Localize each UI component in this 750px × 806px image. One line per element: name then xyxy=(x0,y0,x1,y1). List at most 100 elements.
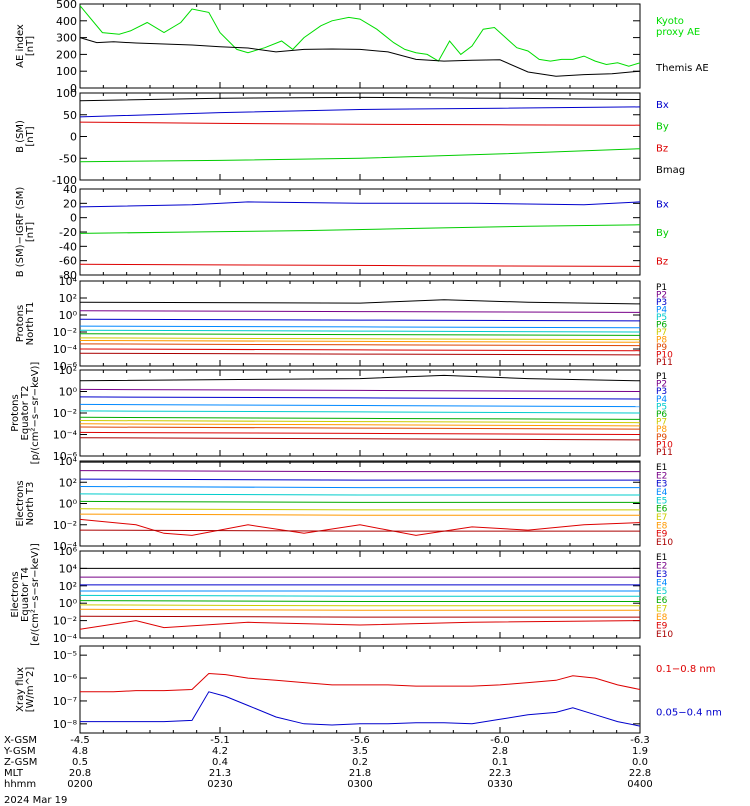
legend-label: P3 xyxy=(656,387,667,397)
series-line xyxy=(79,403,641,408)
legend-label: E4 xyxy=(656,488,668,498)
y-tick-label: 10⁴ xyxy=(59,455,78,468)
series-line xyxy=(79,508,640,511)
legend-label: P6 xyxy=(656,410,667,420)
legend-label: E1 xyxy=(656,553,667,563)
series-line xyxy=(79,437,641,441)
y-tick-label: 10⁻⁷ xyxy=(53,695,77,708)
y-axis-label: ElectronsEquator T4[e/(cm²−s−sr−keV)] xyxy=(10,543,41,646)
legend-label: E10 xyxy=(656,630,673,640)
footer-value: 4.8 xyxy=(72,746,88,757)
series-line xyxy=(79,513,640,516)
legend-label: P11 xyxy=(656,358,673,368)
footer-row-label: hhmm xyxy=(4,779,36,790)
y-axis-label: B (SM)−IGRF (SM)[nT] xyxy=(15,187,36,278)
legend-label: Bz xyxy=(656,143,668,154)
series-line xyxy=(79,106,641,118)
panel-frame xyxy=(79,645,641,734)
legend-label: E6 xyxy=(656,596,668,606)
legend-label: P10 xyxy=(656,440,673,450)
y-tick-label: -50 xyxy=(59,152,77,165)
footer-value: 0200 xyxy=(67,779,92,790)
footer-value: 1.9 xyxy=(632,746,648,757)
series-line xyxy=(79,615,640,618)
y-tick-label: -20 xyxy=(59,226,77,239)
y-axis-label: ElectronsNorth T3 xyxy=(15,480,36,526)
series-line xyxy=(80,672,641,693)
y-axis-label: ProtonsEquator T2[p/(cm²−s−sr−keV)] xyxy=(10,362,41,465)
panel-frame xyxy=(79,3,641,89)
y-tick-label: 10⁶ xyxy=(59,545,78,558)
footer-value: 21.3 xyxy=(209,768,231,779)
y-tick-label: 10⁻⁶ xyxy=(53,672,78,685)
legend-label: By xyxy=(656,228,669,239)
y-tick-label: 10⁻⁶ xyxy=(53,450,78,463)
legend-label: E5 xyxy=(656,587,667,597)
legend-label: E1 xyxy=(656,463,667,473)
series-line xyxy=(79,299,641,305)
y-tick-label: 50 xyxy=(63,109,77,122)
legend-label: P2 xyxy=(656,291,667,301)
footer-value: -5.1 xyxy=(210,735,230,746)
y-tick-label: 10⁻² xyxy=(53,615,77,628)
footer-value: 0.4 xyxy=(212,757,228,768)
y-tick-label: 10⁻² xyxy=(53,326,77,339)
series-line xyxy=(79,325,641,329)
footer-value: 0330 xyxy=(487,779,512,790)
series-line xyxy=(79,608,640,611)
footer-value: 22.8 xyxy=(629,768,651,779)
footer-value: 0300 xyxy=(347,779,372,790)
y-tick-label: -40 xyxy=(59,240,77,253)
series-line xyxy=(79,594,640,597)
series-line xyxy=(79,96,641,102)
legend-label: P6 xyxy=(656,321,667,331)
footer-value: 21.8 xyxy=(349,768,371,779)
series-line xyxy=(79,374,641,382)
legend-label: E6 xyxy=(656,505,668,515)
legend-label: 0.05−0.4 nm xyxy=(656,707,722,718)
footer-value: 22.3 xyxy=(489,768,511,779)
footer-value: -6.0 xyxy=(490,735,510,746)
footer-value: 2.8 xyxy=(492,746,508,757)
legend-label: 0.1−0.8 nm xyxy=(656,664,715,675)
panel-1: 0 100 200 300 400 500 AE index[nT] Kyoto proxy A… xyxy=(15,0,709,95)
y-tick-label: 10⁻² xyxy=(53,407,77,420)
legend-label: E5 xyxy=(656,496,667,506)
legend-label: E7 xyxy=(656,513,667,523)
series-line xyxy=(79,529,640,532)
series-line xyxy=(79,431,641,435)
series-line xyxy=(80,691,641,727)
series-line xyxy=(79,148,641,163)
series-line xyxy=(79,310,641,313)
series-line xyxy=(79,224,641,234)
series-line xyxy=(79,493,640,496)
y-tick-label: 10⁻² xyxy=(53,519,77,532)
y-tick-label: 10² xyxy=(59,292,77,305)
y-tick-label: 0 xyxy=(70,82,77,95)
legend-label: By xyxy=(656,122,669,133)
series-line xyxy=(79,423,641,427)
footer-value: 0.2 xyxy=(352,757,368,768)
y-tick-label: 10² xyxy=(59,364,77,377)
series-line xyxy=(79,420,641,424)
legend-label: E3 xyxy=(656,570,667,580)
series-line xyxy=(79,333,641,336)
y-tick-label: 20 xyxy=(63,197,77,210)
legend-label: E2 xyxy=(656,471,667,481)
series-line xyxy=(79,5,641,67)
footer-value: 0230 xyxy=(207,779,232,790)
series-line xyxy=(79,620,641,630)
legend-label: E9 xyxy=(656,530,668,540)
y-tick-label: 10⁻⁴ xyxy=(53,429,78,442)
footer-value: 0400 xyxy=(627,779,652,790)
footer-date-label: 2024 Mar 19 xyxy=(4,795,68,806)
footer-row-label: X-GSM xyxy=(4,735,37,746)
y-tick-label: 0 xyxy=(70,212,77,225)
legend-label: P5 xyxy=(656,402,667,412)
panel-5: 10⁻⁶ 10⁻⁴ 10⁻² 10⁰ 10² ProtonsEquator T2[p/(c… xyxy=(10,362,673,465)
series-line xyxy=(79,426,641,430)
panel-8: 10⁻⁸ 10⁻⁷ 10⁻⁶ 10⁻⁵ Xray flux[W/m^2] 0.1−0.8 … xyxy=(15,645,722,734)
footer-value: -6.3 xyxy=(630,735,650,746)
